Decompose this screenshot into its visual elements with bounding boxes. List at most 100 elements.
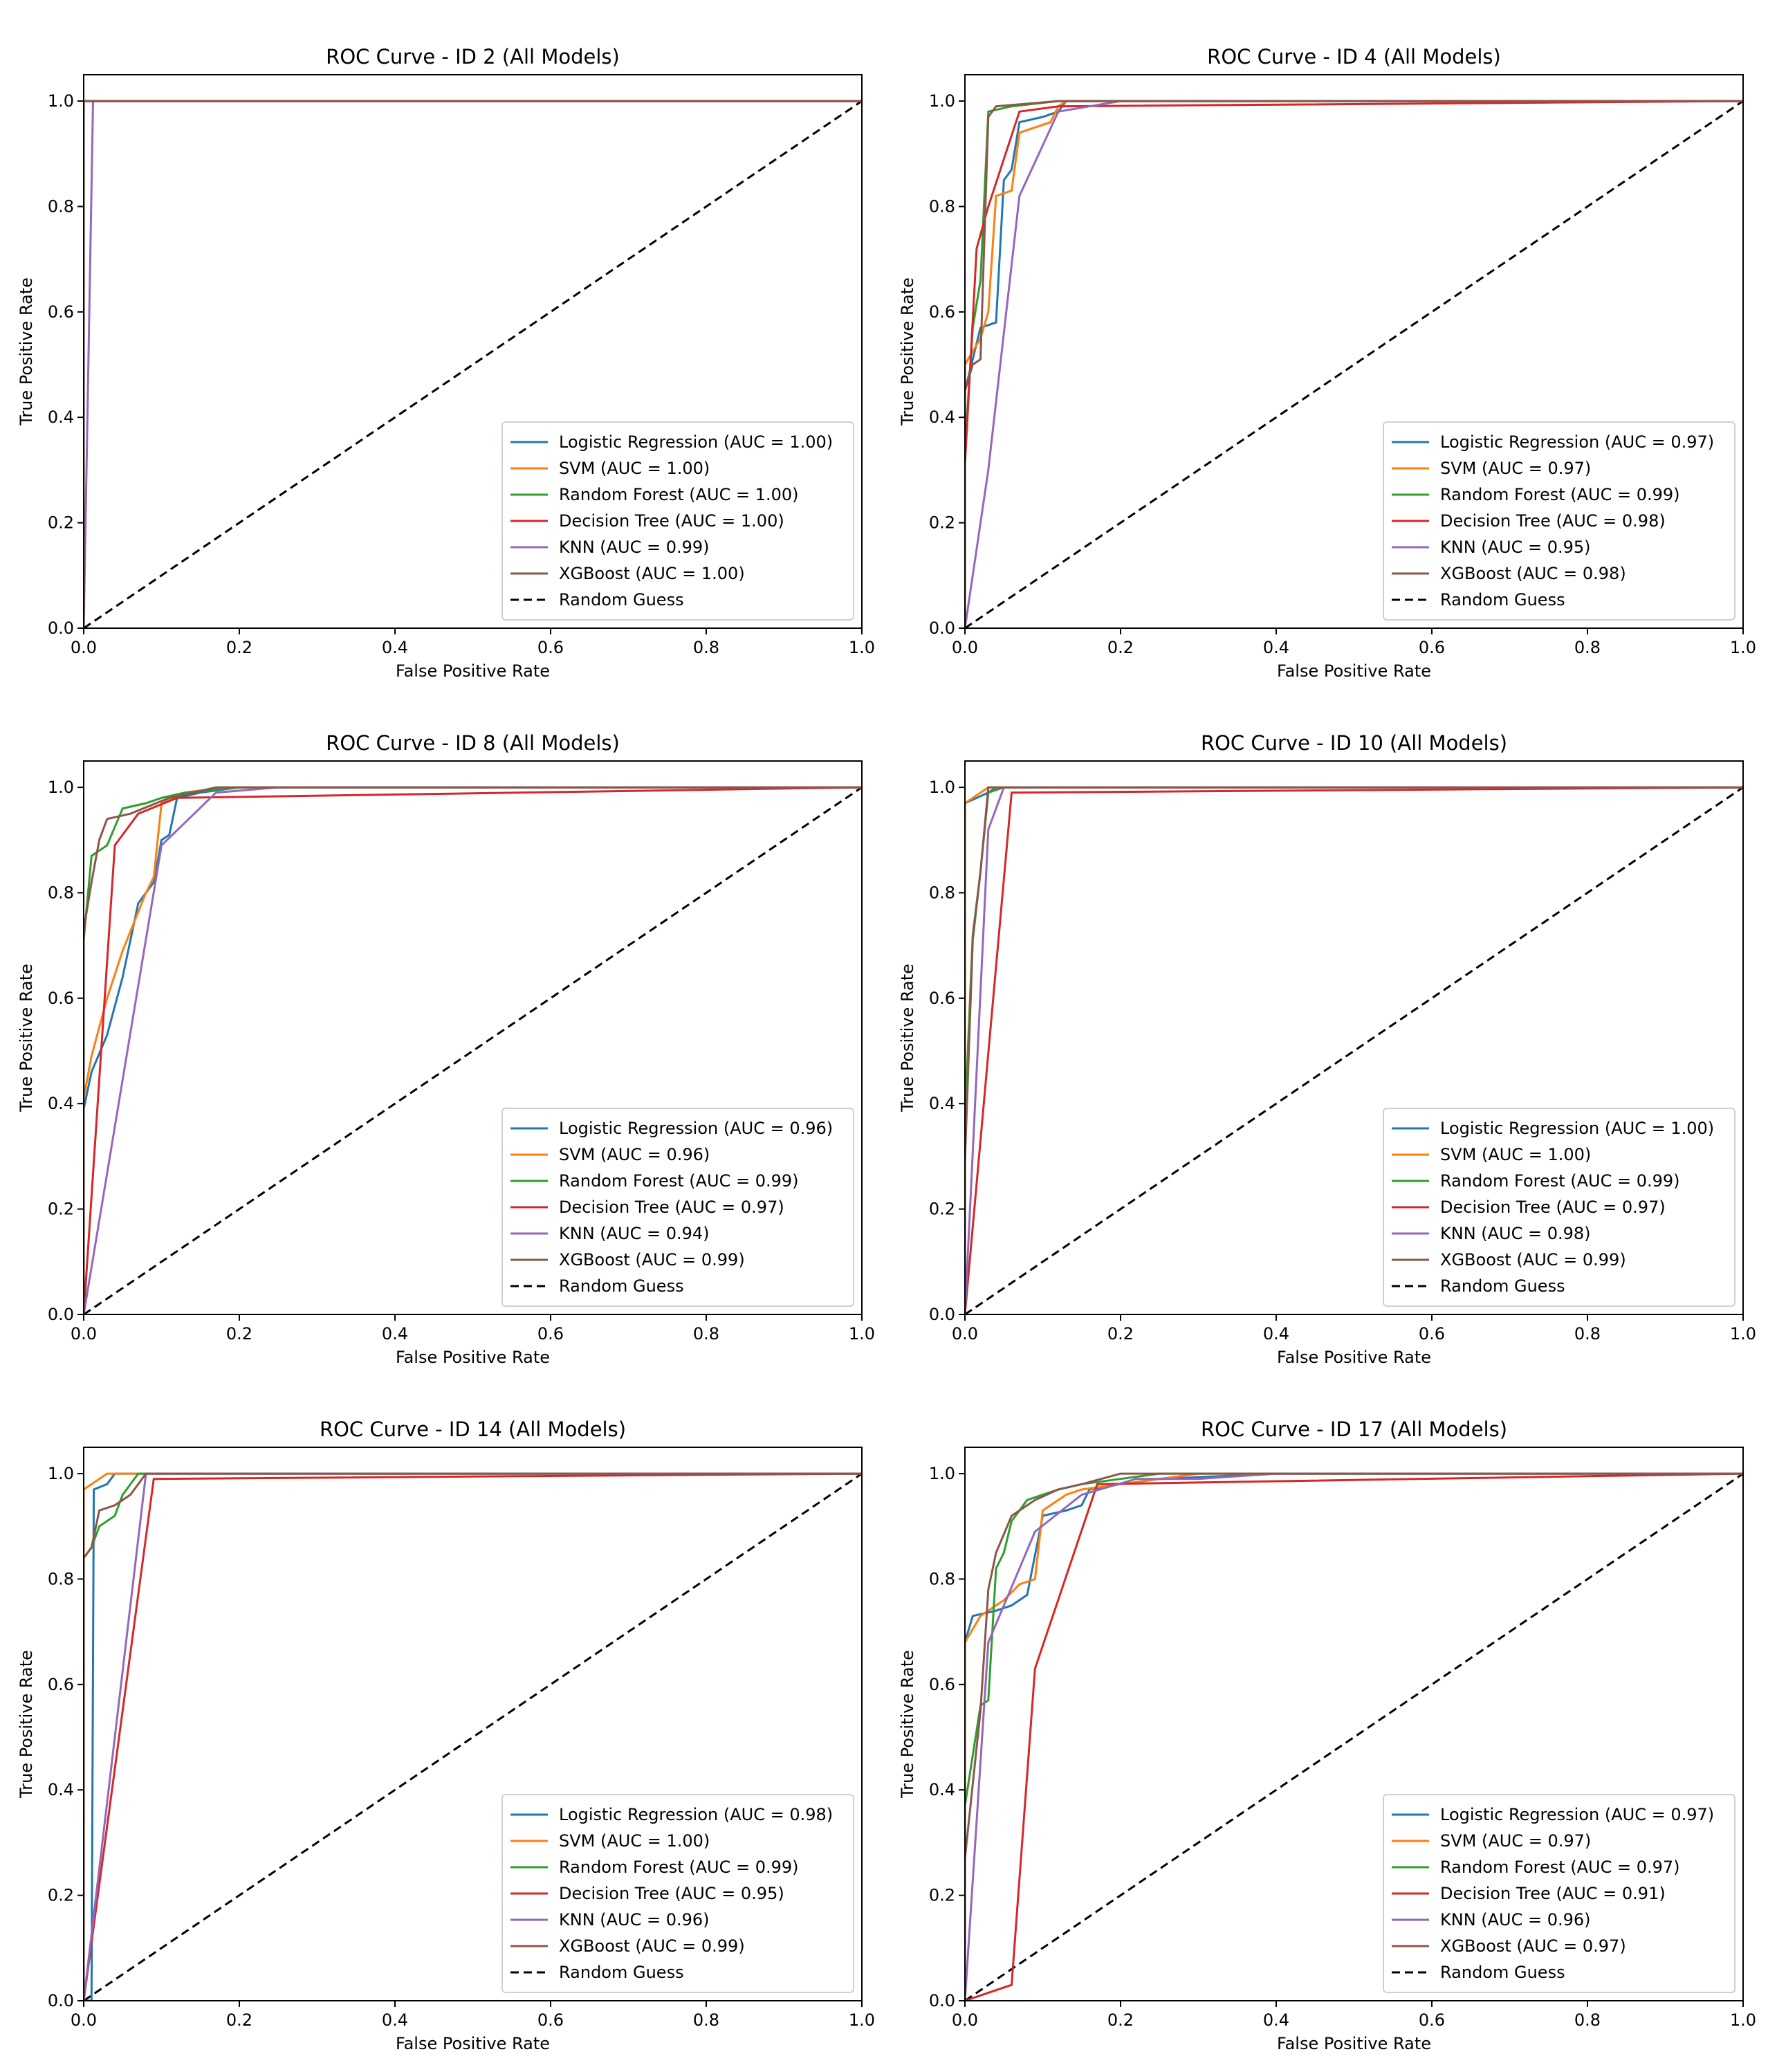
x-tick-label: 0.2	[1107, 2010, 1134, 2030]
legend-label: KNN (AUC = 0.96)	[1440, 1910, 1591, 1929]
y-tick-label: 0.0	[929, 618, 955, 638]
roc-panel-6: ROC Curve - ID 17 (All Models) 0.0 0.2 0.4 0…	[898, 1418, 1756, 2053]
y-tick-label: 0.0	[48, 1991, 74, 2010]
x-axis-label: False Positive Rate	[1277, 1348, 1431, 1367]
roc-line-xgboost	[84, 100, 862, 628]
y-tick-label: 0.8	[929, 883, 955, 902]
roc-line-xgboost	[84, 1472, 862, 2001]
x-tick-label: 1.0	[1730, 1324, 1756, 1344]
plot-area	[965, 786, 1743, 1314]
y-tick-label: 0.2	[48, 1886, 74, 1905]
roc-line-decision-tree	[965, 1472, 1743, 2001]
y-tick-label: 0.6	[929, 302, 955, 322]
y-tick-label: 0.6	[929, 989, 955, 1008]
x-tick-label: 0.0	[952, 2010, 978, 2030]
chart-title: ROC Curve - ID 14 (All Models)	[320, 1418, 626, 1441]
legend-box	[1383, 1794, 1735, 1993]
legend-label: Random Forest (AUC = 0.99)	[559, 1171, 799, 1191]
y-axis-label: True Positive Rate	[898, 964, 917, 1112]
legend-label: Logistic Regression (AUC = 0.98)	[559, 1805, 833, 1824]
x-tick-label: 0.2	[226, 2010, 252, 2030]
axes-frame	[964, 760, 1744, 1315]
chart-title: ROC Curve - ID 17 (All Models)	[1201, 1418, 1507, 1441]
axes-frame	[83, 1447, 863, 2001]
random-guess-line	[84, 1472, 862, 2001]
x-axis-label: False Positive Rate	[396, 1348, 550, 1367]
legend-label: XGBoost (AUC = 0.99)	[559, 1250, 745, 1269]
legend-label: Decision Tree (AUC = 0.97)	[1440, 1198, 1666, 1217]
legend-label: Random Forest (AUC = 0.99)	[1440, 485, 1680, 504]
y-tick-label: 0.8	[48, 1569, 74, 1588]
legend-label: Decision Tree (AUC = 0.91)	[1440, 1884, 1666, 1903]
legend-label: Random Forest (AUC = 1.00)	[559, 485, 799, 504]
legend: Logistic Regression (AUC = 0.98) SVM (AUC…	[501, 1794, 854, 1993]
legend-label: SVM (AUC = 1.00)	[559, 1831, 710, 1851]
y-axis-label: True Positive Rate	[898, 1650, 917, 1799]
roc-line-xgboost	[965, 786, 1743, 1314]
x-tick-label: 0.2	[226, 638, 252, 657]
legend-label: KNN (AUC = 0.94)	[559, 1224, 710, 1243]
y-tick-label: 1.0	[48, 91, 74, 111]
legend-label: KNN (AUC = 0.96)	[559, 1910, 710, 1929]
y-tick-label: 0.4	[929, 407, 955, 427]
chart-title: ROC Curve - ID 8 (All Models)	[326, 731, 620, 755]
y-tick-label: 0.2	[929, 513, 955, 533]
legend-label: Random Guess	[1440, 1963, 1565, 1982]
legend-label: Logistic Regression (AUC = 0.97)	[1440, 432, 1714, 452]
axes-frame	[83, 760, 863, 1315]
legend-label: SVM (AUC = 0.97)	[1440, 1831, 1591, 1851]
y-tick-label: 0.0	[48, 618, 74, 638]
legend-label: XGBoost (AUC = 0.99)	[559, 1936, 745, 1956]
x-tick-label: 0.2	[1107, 1324, 1134, 1344]
legend-label: Random Guess	[559, 590, 684, 609]
x-tick-label: 0.8	[693, 1324, 719, 1344]
legend-box	[501, 1794, 854, 1993]
legend-label: XGBoost (AUC = 0.99)	[1440, 1250, 1626, 1269]
x-tick-label: 0.2	[1107, 638, 1134, 657]
y-tick-label: 0.8	[929, 1569, 955, 1588]
y-tick-label: 1.0	[48, 1464, 74, 1483]
legend-box	[501, 1108, 854, 1307]
x-tick-label: 0.8	[693, 2010, 719, 2030]
legend-label: XGBoost (AUC = 0.98)	[1440, 564, 1626, 583]
x-tick-label: 1.0	[849, 1324, 875, 1344]
legend-box	[1383, 1108, 1735, 1307]
roc-panel-4: ROC Curve - ID 10 (All Models) 0.0 0.2 0.4 0…	[898, 731, 1756, 1367]
legend-label: KNN (AUC = 0.98)	[1440, 1224, 1591, 1243]
x-tick-label: 0.8	[1574, 2010, 1601, 2030]
legend-label: Random Guess	[1440, 1276, 1565, 1296]
y-tick-label: 0.8	[929, 196, 955, 216]
legend-label: Logistic Regression (AUC = 0.96)	[559, 1119, 833, 1138]
x-tick-label: 0.6	[537, 1324, 564, 1344]
x-tick-label: 0.0	[952, 1324, 978, 1344]
roc-panel-1: ROC Curve - ID 2 (All Models) 0.0 0.2 0.4 0.…	[17, 45, 875, 681]
legend-label: SVM (AUC = 1.00)	[559, 459, 710, 478]
legend-label: XGBoost (AUC = 1.00)	[559, 564, 745, 583]
y-tick-label: 0.6	[48, 302, 74, 322]
legend-label: Random Forest (AUC = 0.99)	[1440, 1171, 1680, 1191]
x-tick-label: 0.4	[1263, 638, 1289, 657]
roc-panel-2: ROC Curve - ID 4 (All Models) 0.0 0.2 0.4 0.…	[898, 45, 1756, 681]
x-tick-label: 0.4	[1263, 1324, 1289, 1344]
x-tick-label: 0.0	[71, 2010, 97, 2030]
legend: Logistic Regression (AUC = 1.00) SVM (AUC…	[501, 421, 854, 621]
roc-panel-5: ROC Curve - ID 14 (All Models) 0.0 0.2 0.4 0…	[17, 1418, 875, 2053]
roc-line-decision-tree	[965, 786, 1743, 1314]
y-tick-label: 0.0	[929, 1305, 955, 1324]
axes-frame	[964, 74, 1744, 629]
roc-line-xgboost	[965, 100, 1743, 628]
legend: Logistic Regression (AUC = 0.97) SVM (AUC…	[1383, 421, 1735, 621]
y-axis-label: True Positive Rate	[898, 277, 917, 426]
y-tick-label: 0.4	[48, 1094, 74, 1113]
legend-label: KNN (AUC = 0.99)	[559, 538, 710, 557]
legend-label: Logistic Regression (AUC = 1.00)	[559, 432, 833, 452]
y-tick-label: 0.4	[929, 1094, 955, 1113]
y-tick-label: 0.0	[929, 1991, 955, 2010]
x-axis-label: False Positive Rate	[1277, 661, 1431, 681]
x-tick-label: 0.0	[71, 638, 97, 657]
legend-label: Random Forest (AUC = 0.97)	[1440, 1858, 1680, 1877]
x-tick-label: 0.0	[952, 638, 978, 657]
y-tick-label: 0.2	[929, 1886, 955, 1905]
legend: Logistic Regression (AUC = 1.00) SVM (AUC…	[1383, 1108, 1735, 1307]
